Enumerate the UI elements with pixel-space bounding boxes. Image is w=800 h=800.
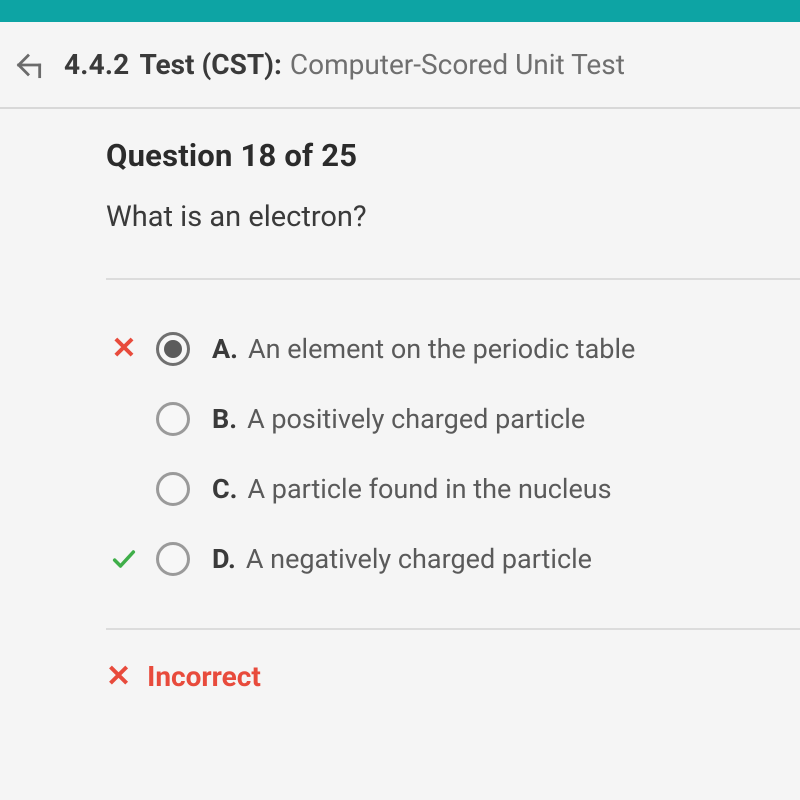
answer-text: A positively charged particle bbox=[247, 403, 585, 435]
test-number: 4.4.2 bbox=[64, 48, 129, 81]
check-icon bbox=[110, 545, 138, 573]
question-text: What is an electron? bbox=[106, 200, 800, 234]
answer-text: A negatively charged particle bbox=[246, 543, 592, 575]
question-panel: Question 18 of 25 What is an electron? ✕… bbox=[0, 109, 800, 693]
radio-c[interactable] bbox=[156, 472, 190, 506]
correct-mark bbox=[106, 545, 142, 573]
answer-letter: C. bbox=[212, 473, 238, 505]
answer-option-c[interactable]: C. A particle found in the nucleus bbox=[106, 454, 800, 524]
answer-option-a[interactable]: ✕ A. An element on the periodic table bbox=[106, 314, 800, 384]
answer-list: ✕ A. An element on the periodic table B.… bbox=[106, 280, 800, 628]
radio-d[interactable] bbox=[156, 542, 190, 576]
answer-letter: B. bbox=[212, 403, 237, 435]
page: 4.4.2 Test (CST): Computer-Scored Unit T… bbox=[0, 22, 800, 800]
test-title: Computer-Scored Unit Test bbox=[290, 48, 625, 81]
back-icon[interactable] bbox=[14, 51, 42, 79]
answer-option-d[interactable]: D. A negatively charged particle bbox=[106, 524, 800, 594]
x-icon: ✕ bbox=[106, 662, 131, 692]
answer-letter: D. bbox=[212, 543, 236, 575]
result-row: ✕ Incorrect bbox=[106, 630, 800, 693]
header-bar: 4.4.2 Test (CST): Computer-Scored Unit T… bbox=[0, 22, 800, 109]
result-label: Incorrect bbox=[147, 660, 261, 693]
answer-text: A particle found in the nucleus bbox=[248, 473, 612, 505]
test-label: Test (CST): bbox=[139, 48, 281, 81]
answer-text: An element on the periodic table bbox=[248, 333, 635, 365]
wrong-mark: ✕ bbox=[106, 334, 142, 364]
x-icon: ✕ bbox=[111, 334, 136, 364]
answer-option-b[interactable]: B. A positively charged particle bbox=[106, 384, 800, 454]
radio-b[interactable] bbox=[156, 402, 190, 436]
radio-a[interactable] bbox=[156, 332, 190, 366]
question-heading: Question 18 of 25 bbox=[106, 137, 800, 174]
answer-letter: A. bbox=[212, 333, 238, 365]
